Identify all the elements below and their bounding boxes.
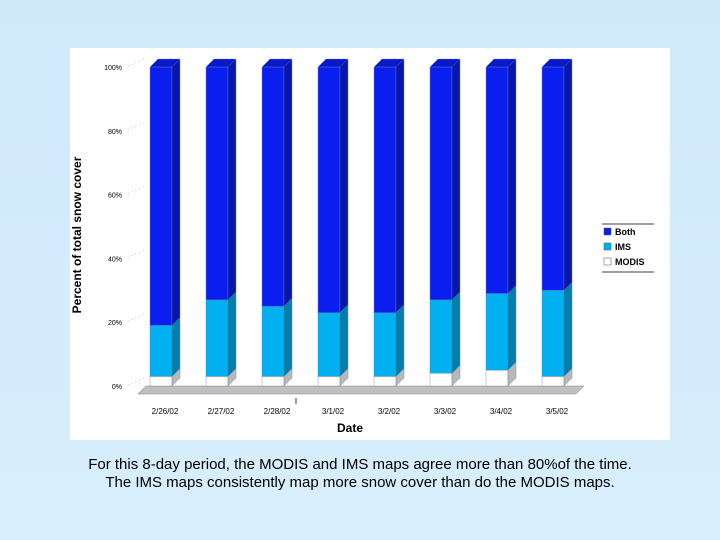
y-tick-label: 40% bbox=[108, 256, 122, 263]
y-tick-mark bbox=[127, 313, 145, 322]
bar-segment-both bbox=[261, 58, 293, 307]
y-tick-label: 20% bbox=[108, 320, 122, 327]
chart-panel: 0% 20% 40% 60% 80% 100% 2/26/02 2/27/02 2/28/02… bbox=[70, 48, 670, 440]
bar-top bbox=[317, 58, 349, 68]
bar-segment-ims bbox=[373, 304, 405, 377]
bar-segment-ims bbox=[541, 281, 573, 377]
y-tick-label: 60% bbox=[108, 193, 122, 200]
bar-segment-modis bbox=[429, 364, 461, 387]
y-tick-label: 0% bbox=[112, 384, 122, 391]
bar-segment-both bbox=[541, 58, 573, 291]
x-axis-title: Date bbox=[337, 421, 363, 435]
x-tick-label: 2/28/02 bbox=[264, 407, 291, 416]
legend-item-both: Both bbox=[603, 227, 636, 237]
legend: Both IMS MODIS bbox=[602, 223, 654, 273]
bar-segment-ims bbox=[261, 297, 293, 377]
bar-segment-both bbox=[485, 58, 517, 294]
bar-segment-both bbox=[149, 58, 181, 326]
stacked-bar-chart: 0% 20% 40% 60% 80% 100% 2/26/02 2/27/02 2/28/02… bbox=[70, 58, 654, 435]
y-tick-mark bbox=[127, 122, 145, 131]
bar-top bbox=[429, 58, 461, 68]
bar-top bbox=[261, 58, 293, 68]
bar-segment-both bbox=[205, 58, 237, 301]
bar-segment-both bbox=[373, 58, 405, 314]
y-tick-label: 80% bbox=[108, 129, 122, 136]
svg-text:IMS: IMS bbox=[615, 242, 631, 252]
svg-text:MODIS: MODIS bbox=[615, 257, 645, 267]
bar-segment-both bbox=[317, 58, 349, 314]
y-tick-mark bbox=[127, 58, 145, 67]
y-tick-label: 100% bbox=[104, 65, 122, 72]
bar-segment-both bbox=[429, 58, 461, 301]
y-tick-mark bbox=[127, 377, 145, 386]
legend-item-modis: MODIS bbox=[603, 257, 645, 267]
bar-segment-ims bbox=[485, 285, 517, 371]
bar-top bbox=[541, 58, 573, 68]
x-tick-label: 2/27/02 bbox=[208, 407, 235, 416]
x-tick-label: 2/26/02 bbox=[152, 407, 179, 416]
bar-top bbox=[485, 58, 517, 68]
bar-segment-ims bbox=[429, 291, 461, 374]
y-axis-title: Percent of total snow cover bbox=[70, 156, 84, 313]
bar-top bbox=[205, 58, 237, 68]
bar-segment-ims bbox=[149, 316, 181, 377]
chart-floor bbox=[137, 385, 585, 395]
x-tick-label: 3/3/02 bbox=[434, 407, 457, 416]
y-tick-mark bbox=[127, 250, 145, 258]
x-tick-label: 3/4/02 bbox=[490, 407, 513, 416]
y-tick-mark bbox=[127, 186, 145, 194]
legend-item-ims: IMS bbox=[603, 242, 631, 252]
bar-segment-ims bbox=[317, 304, 349, 377]
x-tick-label: 3/5/02 bbox=[546, 407, 569, 416]
bar-top bbox=[149, 58, 181, 68]
caption-line-2: The IMS maps consistently map more snow … bbox=[105, 474, 615, 491]
bar-segment-modis bbox=[485, 361, 517, 387]
x-tick-label: 3/1/02 bbox=[322, 407, 345, 416]
bar-top bbox=[373, 58, 405, 68]
bar-segment-ims bbox=[205, 291, 237, 377]
caption-line-1: For this 8-day period, the MODIS and IMS… bbox=[88, 456, 632, 473]
svg-text:Both: Both bbox=[615, 227, 636, 237]
x-tick-label: 3/2/02 bbox=[378, 407, 401, 416]
